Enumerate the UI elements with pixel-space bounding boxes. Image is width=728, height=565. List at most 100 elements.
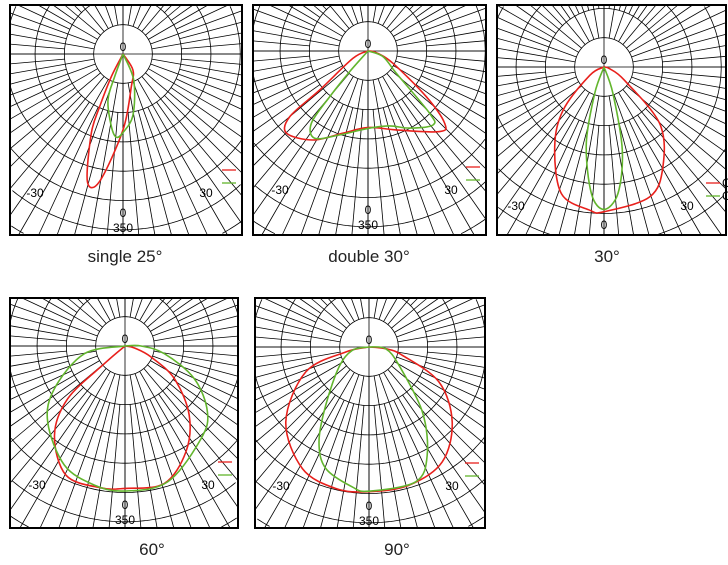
grid-spoke bbox=[9, 101, 90, 216]
grid-ring bbox=[253, 75, 368, 169]
grid-ring bbox=[9, 86, 123, 172]
grid-spoke bbox=[9, 325, 97, 342]
grid-spoke bbox=[254, 361, 313, 378]
label-left-angle: -30 bbox=[26, 186, 44, 200]
series-c0-curve bbox=[283, 50, 447, 141]
grid-ring bbox=[11, 225, 24, 234]
series-c0-curve bbox=[284, 346, 454, 493]
grid-spoke bbox=[312, 4, 346, 33]
grid-spoke bbox=[9, 58, 65, 65]
grid-spoke bbox=[129, 404, 142, 529]
grid-spoke bbox=[254, 351, 341, 368]
grid-spoke bbox=[148, 68, 243, 124]
grid-spoke bbox=[254, 336, 311, 343]
grid-ring bbox=[123, 5, 212, 143]
label-top-angle: 0 bbox=[122, 332, 129, 346]
grid-spoke bbox=[164, 4, 173, 13]
grid-spoke bbox=[560, 4, 571, 20]
grid-spoke bbox=[329, 4, 350, 29]
grid-ring bbox=[34, 5, 123, 143]
grid-spoke bbox=[164, 95, 243, 174]
grid-spoke bbox=[420, 4, 467, 27]
grid-spoke bbox=[254, 365, 347, 444]
grid-spoke bbox=[252, 69, 346, 148]
grid-spoke bbox=[9, 368, 107, 484]
grid-spoke bbox=[645, 4, 667, 26]
grid-spoke bbox=[525, 119, 580, 236]
series-c90-curve bbox=[46, 344, 209, 492]
polar-grid bbox=[9, 4, 243, 236]
grid-spoke bbox=[496, 81, 548, 97]
grid-spoke bbox=[114, 4, 119, 26]
grid-spoke bbox=[632, 45, 727, 63]
grid-spoke bbox=[496, 81, 579, 130]
grid-spoke bbox=[396, 356, 486, 390]
grid-spoke bbox=[175, 4, 229, 30]
grid-spoke bbox=[106, 112, 119, 236]
grid-ring bbox=[253, 5, 261, 27]
grid-spoke bbox=[656, 9, 727, 43]
label-scale: 350 bbox=[358, 218, 378, 232]
grid-spoke bbox=[421, 297, 475, 323]
grid-spoke bbox=[9, 23, 67, 40]
grid-spoke bbox=[391, 297, 428, 329]
grid-spoke bbox=[383, 372, 474, 529]
grid-spoke bbox=[608, 95, 634, 236]
grid-spoke bbox=[581, 4, 595, 40]
grid-ring bbox=[254, 375, 369, 465]
grid-spoke bbox=[156, 101, 243, 225]
grid-spoke bbox=[416, 297, 440, 314]
grid-spoke bbox=[104, 4, 114, 27]
grid-spoke bbox=[288, 4, 343, 37]
grid-spoke bbox=[141, 4, 165, 32]
label-right-angle: 30 bbox=[444, 183, 458, 197]
grid-spoke bbox=[129, 374, 158, 529]
grid-spoke bbox=[132, 4, 142, 27]
grid-spoke bbox=[107, 297, 116, 319]
grid-spoke bbox=[360, 297, 365, 319]
chart-caption: 90° bbox=[384, 540, 410, 559]
label-right-angle: 30 bbox=[201, 478, 215, 492]
grid-spoke bbox=[172, 297, 194, 313]
grid-spoke bbox=[9, 379, 78, 427]
grid-spoke bbox=[254, 394, 336, 511]
grid-spoke bbox=[252, 92, 327, 167]
label-bottom-angle: 0 bbox=[366, 499, 373, 513]
grid-spoke bbox=[254, 380, 322, 428]
grid-spoke bbox=[496, 71, 576, 87]
grid-spoke bbox=[179, 21, 243, 40]
grid-spoke bbox=[660, 33, 727, 53]
grid-spoke bbox=[254, 369, 351, 484]
chart-frame bbox=[496, 4, 727, 236]
grid-spoke bbox=[150, 63, 243, 98]
grid-spoke bbox=[651, 4, 693, 34]
chart-frame bbox=[254, 297, 486, 529]
grid-spoke bbox=[392, 103, 455, 236]
grid-spoke bbox=[629, 81, 727, 138]
grid-spoke bbox=[127, 112, 140, 236]
label-top-angle: 0 bbox=[120, 40, 127, 54]
grid-ring bbox=[604, 5, 693, 156]
grid-spoke bbox=[377, 4, 386, 24]
grid-spoke bbox=[310, 297, 347, 329]
grid-spoke bbox=[76, 297, 84, 305]
grid-spoke bbox=[134, 297, 143, 319]
label-scale: 350 bbox=[359, 514, 379, 528]
grid-spoke bbox=[386, 4, 407, 29]
grid-spoke bbox=[254, 316, 313, 333]
series-c90-curve bbox=[309, 50, 436, 140]
grid-ring bbox=[460, 218, 486, 235]
grid-spoke bbox=[383, 403, 418, 529]
grid-spoke bbox=[74, 110, 109, 236]
grid-spoke bbox=[90, 82, 119, 236]
grid-spoke bbox=[41, 297, 100, 332]
grid-spoke bbox=[84, 297, 107, 324]
grid-spoke bbox=[284, 399, 345, 529]
grid-ring bbox=[475, 299, 486, 329]
grid-spoke bbox=[151, 58, 243, 76]
grid-spoke bbox=[382, 76, 475, 236]
grid-ring bbox=[368, 5, 486, 169]
grid-spoke bbox=[147, 364, 239, 442]
grid-spoke bbox=[425, 361, 486, 379]
